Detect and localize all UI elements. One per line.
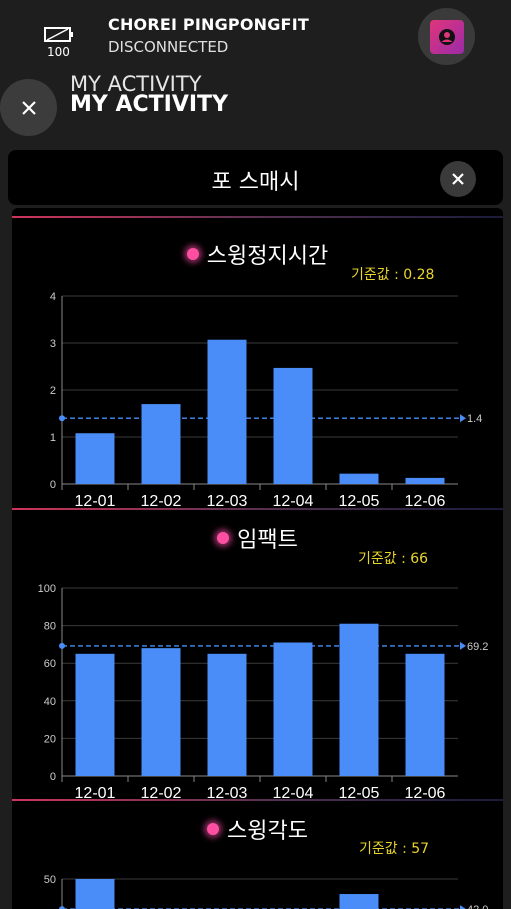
y-tick-label: 0 [50,479,56,491]
x-tick-label: 12-03 [207,493,248,508]
x-tick-label: 12-06 [405,493,446,508]
close-icon [452,173,464,185]
chart-title: 스윙각도 [227,819,308,844]
header-close-button[interactable] [440,161,476,197]
y-tick-label: 3 [50,338,56,350]
stroke-type-title: 포 스매시 [211,170,300,195]
bar [339,894,379,909]
average-line-start [59,415,65,422]
average-arrow-icon [460,641,466,650]
bar [207,653,247,776]
average-value-label: 1.4 [467,413,482,425]
y-tick-label: 80 [44,621,56,633]
bar [75,433,115,484]
y-tick-label: 0 [50,771,56,783]
top-status-bar: 100 CHOREI PINGPONGFIT DISCONNECTED [0,0,511,72]
profile-button[interactable] [418,8,475,65]
bar [207,339,247,484]
bar [273,367,313,484]
y-tick-label: 4 [50,291,56,303]
y-tick-label: 50 [44,874,56,886]
x-tick-label: 12-06 [405,785,446,800]
device-name: CHOREI PINGPONGFIT [108,15,309,34]
average-line-start [59,906,65,909]
bar [273,642,313,776]
baseline-value: 기준값 : 66 [358,551,429,567]
average-line-start [59,642,65,649]
x-tick-label: 12-04 [273,493,314,508]
x-tick-label: 12-02 [141,493,182,508]
battery-empty-icon [44,27,73,42]
bar [75,653,115,776]
bar [339,623,379,776]
page-title-secondary: MY ACTIVITY [70,72,202,96]
x-tick-label: 12-01 [75,493,116,508]
bullet-dot-icon [207,823,220,835]
bar [141,648,181,776]
close-icon [21,100,36,115]
bar [339,473,379,484]
x-tick-label: 12-01 [75,785,116,800]
average-value-label: 42.0 [467,904,488,909]
bullet-dot-icon [186,248,199,260]
bar-chart-swing-stop-time: 0 1 2 3 4 12-01 12-02 12-03 12-04 12-05 12-06 1.4 [50,291,482,508]
y-tick-label: 60 [44,658,56,670]
chart-title: 스윙정지시간 [206,244,329,269]
x-tick-label: 12-05 [339,785,380,800]
baseline-value: 기준값 : 57 [359,841,430,857]
page-title: MY ACTIVITY [70,92,228,117]
average-value-label: 69.2 [467,641,488,653]
average-arrow-icon [460,905,466,909]
y-tick-label: 40 [44,696,56,708]
baseline-value: 기준값 : 0.28 [351,267,435,283]
section-divider [12,799,503,801]
section-divider [12,508,503,510]
x-tick-label: 12-03 [207,785,248,800]
bullet-dot-icon [217,532,230,544]
bar [405,477,445,484]
y-tick-label: 2 [50,385,56,397]
bar [141,404,181,484]
close-button[interactable] [0,79,57,136]
battery-level: 100 [47,45,70,59]
chart-list[interactable]: 스윙정지시간 기준값 : 0.28 0 1 2 3 4 12-01 12-02 12-03 12… [12,208,503,909]
chart-section-swing-angle: 스윙각도 기준값 : 57 5012-0112-0212-0312-0412-0… [12,799,503,909]
bar [405,653,445,776]
bar-chart-impact: 0 20 40 60 80 100 12-01 12-02 12-03 12-04 12-05 12-… [38,583,489,800]
y-tick-label: 1 [50,432,56,444]
user-circle-icon [429,19,464,54]
chart-section-swing-stop-time: 스윙정지시간 기준값 : 0.28 0 1 2 3 4 12-01 12-02 12-03 12… [12,216,503,508]
stroke-type-header: 포 스매시 [8,150,503,205]
x-tick-label: 12-04 [273,785,314,800]
bar [75,879,115,909]
x-tick-label: 12-02 [141,785,182,800]
section-divider [12,216,503,218]
average-arrow-icon [460,414,466,423]
chart-section-impact: 임팩트 기준값 : 66 0 20 40 60 80 100 12-01 12-02 12-03… [12,508,503,800]
connection-status: DISCONNECTED [108,38,229,56]
y-tick-label: 20 [44,733,56,745]
x-tick-label: 12-05 [339,493,380,508]
chart-title: 임팩트 [237,528,298,553]
y-tick-label: 100 [38,583,56,595]
